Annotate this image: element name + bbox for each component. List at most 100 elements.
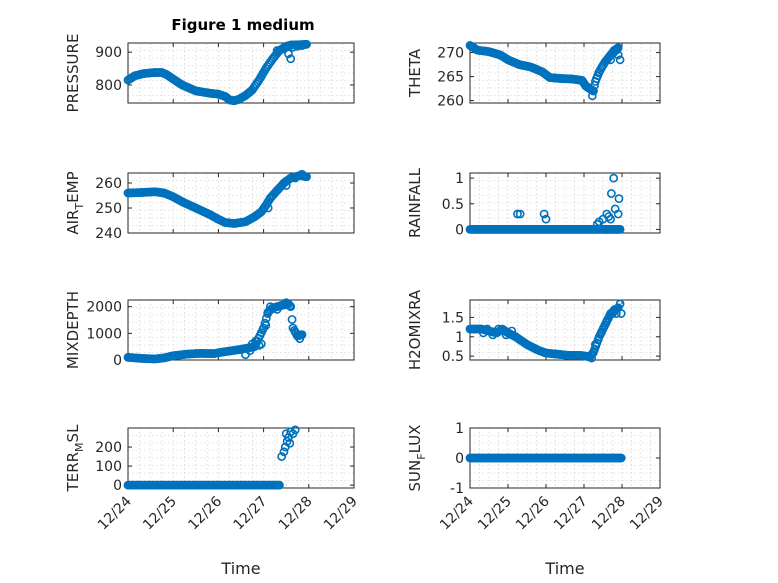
y-tick-label: 265 [437,70,464,86]
subplot-rainfall: 0 0.5 1 RAINFALL [406,167,661,238]
data-point [613,209,623,219]
data-point [275,480,284,490]
y-tick-label: 2000 [86,300,122,316]
data-point [263,203,273,213]
data-series [123,169,311,228]
data-point [609,173,619,183]
data-series [123,425,300,490]
subplot-theta: 260 265 270 THETA [406,41,661,110]
data-point [611,45,621,55]
data-point [615,55,625,65]
data-point [612,225,622,234]
figure-title: Figure 1 medium [171,16,314,34]
y-tick-label: 240 [95,226,122,242]
data-series [123,39,311,106]
data-point [507,326,517,336]
data-point [279,447,289,457]
y-tick-label: 1.5 [442,310,464,326]
data-point [602,316,612,326]
data-point [587,353,596,363]
y-tick-label: 1 [455,421,464,437]
data-point [606,189,616,198]
data-point [494,324,503,334]
data-point [290,173,300,183]
y-axis-label: SUNFLUX [406,425,428,492]
axes-box [127,299,355,361]
data-point [513,209,522,219]
y-tick-label: 0.5 [442,197,464,213]
y-tick-label: 0 [113,353,122,369]
data-series [465,173,625,234]
data-point [603,225,612,234]
data-point [606,214,615,224]
axes-box [127,172,355,234]
y-tick-label: 260 [95,176,122,192]
grid-lines [128,43,354,103]
data-point [611,309,621,318]
data-point [285,438,295,448]
grid-lines [128,173,354,233]
data-point [302,172,311,182]
data-point [288,42,298,52]
data-point [286,427,296,437]
data-point [587,91,597,101]
data-series [465,453,626,463]
data-point [541,214,551,224]
x-axis-label: Time [220,559,260,578]
y-tick-label: 900 [95,45,122,61]
data-series [123,298,307,364]
y-axis-label: MIXDEPTH [64,291,82,369]
data-point [614,194,624,204]
y-axis-label: H2OMIXRA [406,289,424,370]
y-tick-label: 1 [455,330,464,346]
axes-box [469,42,661,104]
subplot-h2omixra: 0.5 1 1.5 H2OMIXRA [406,289,661,370]
data-point [293,41,302,51]
x-axis-label: Time [544,559,584,578]
y-tick-label: 0 [455,451,464,467]
data-point [615,225,625,234]
data-point [302,39,311,49]
y-tick-label: 260 [437,94,464,110]
data-point [281,181,291,190]
y-tick-label: 200 [95,440,122,456]
data-point [277,452,287,461]
y-tick-label: 0.5 [442,349,464,365]
grid-lines [128,428,354,488]
data-point [284,49,293,59]
y-tick-label: 100 [95,459,122,475]
data-point [290,425,300,435]
y-tick-label: 250 [95,201,122,217]
data-point [539,209,549,219]
y-axis-label: THETA [406,48,424,98]
data-point [596,328,606,338]
subplot-air_temp: 240 250 260 AIRTEMP [64,169,355,242]
data-point [295,334,305,344]
data-point [281,429,291,439]
y-tick-label: -1 [450,481,464,497]
y-tick-label: 800 [95,78,122,94]
subplot-pressure: 800 900 PRESSURE [64,34,355,113]
data-point [281,298,291,308]
data-point [287,315,297,324]
data-point [297,41,307,51]
y-tick-label: 270 [437,46,464,62]
data-point [600,225,610,234]
y-axis-label: AIRTEMP [64,171,86,234]
data-point [272,304,282,314]
data-point [616,309,626,318]
y-axis-label: PRESSURE [64,34,82,113]
data-point [616,453,626,463]
data-point [591,340,600,349]
data-point [613,50,623,60]
y-tick-label: 1 [455,171,464,187]
y-tick-label: 1000 [86,326,122,342]
y-tick-label: 0 [455,222,464,238]
data-point [482,324,492,334]
y-axis-label: RAINFALL [406,167,424,238]
data-series [465,41,625,101]
data-point [501,330,511,340]
data-point [615,299,625,309]
data-point [279,44,289,54]
